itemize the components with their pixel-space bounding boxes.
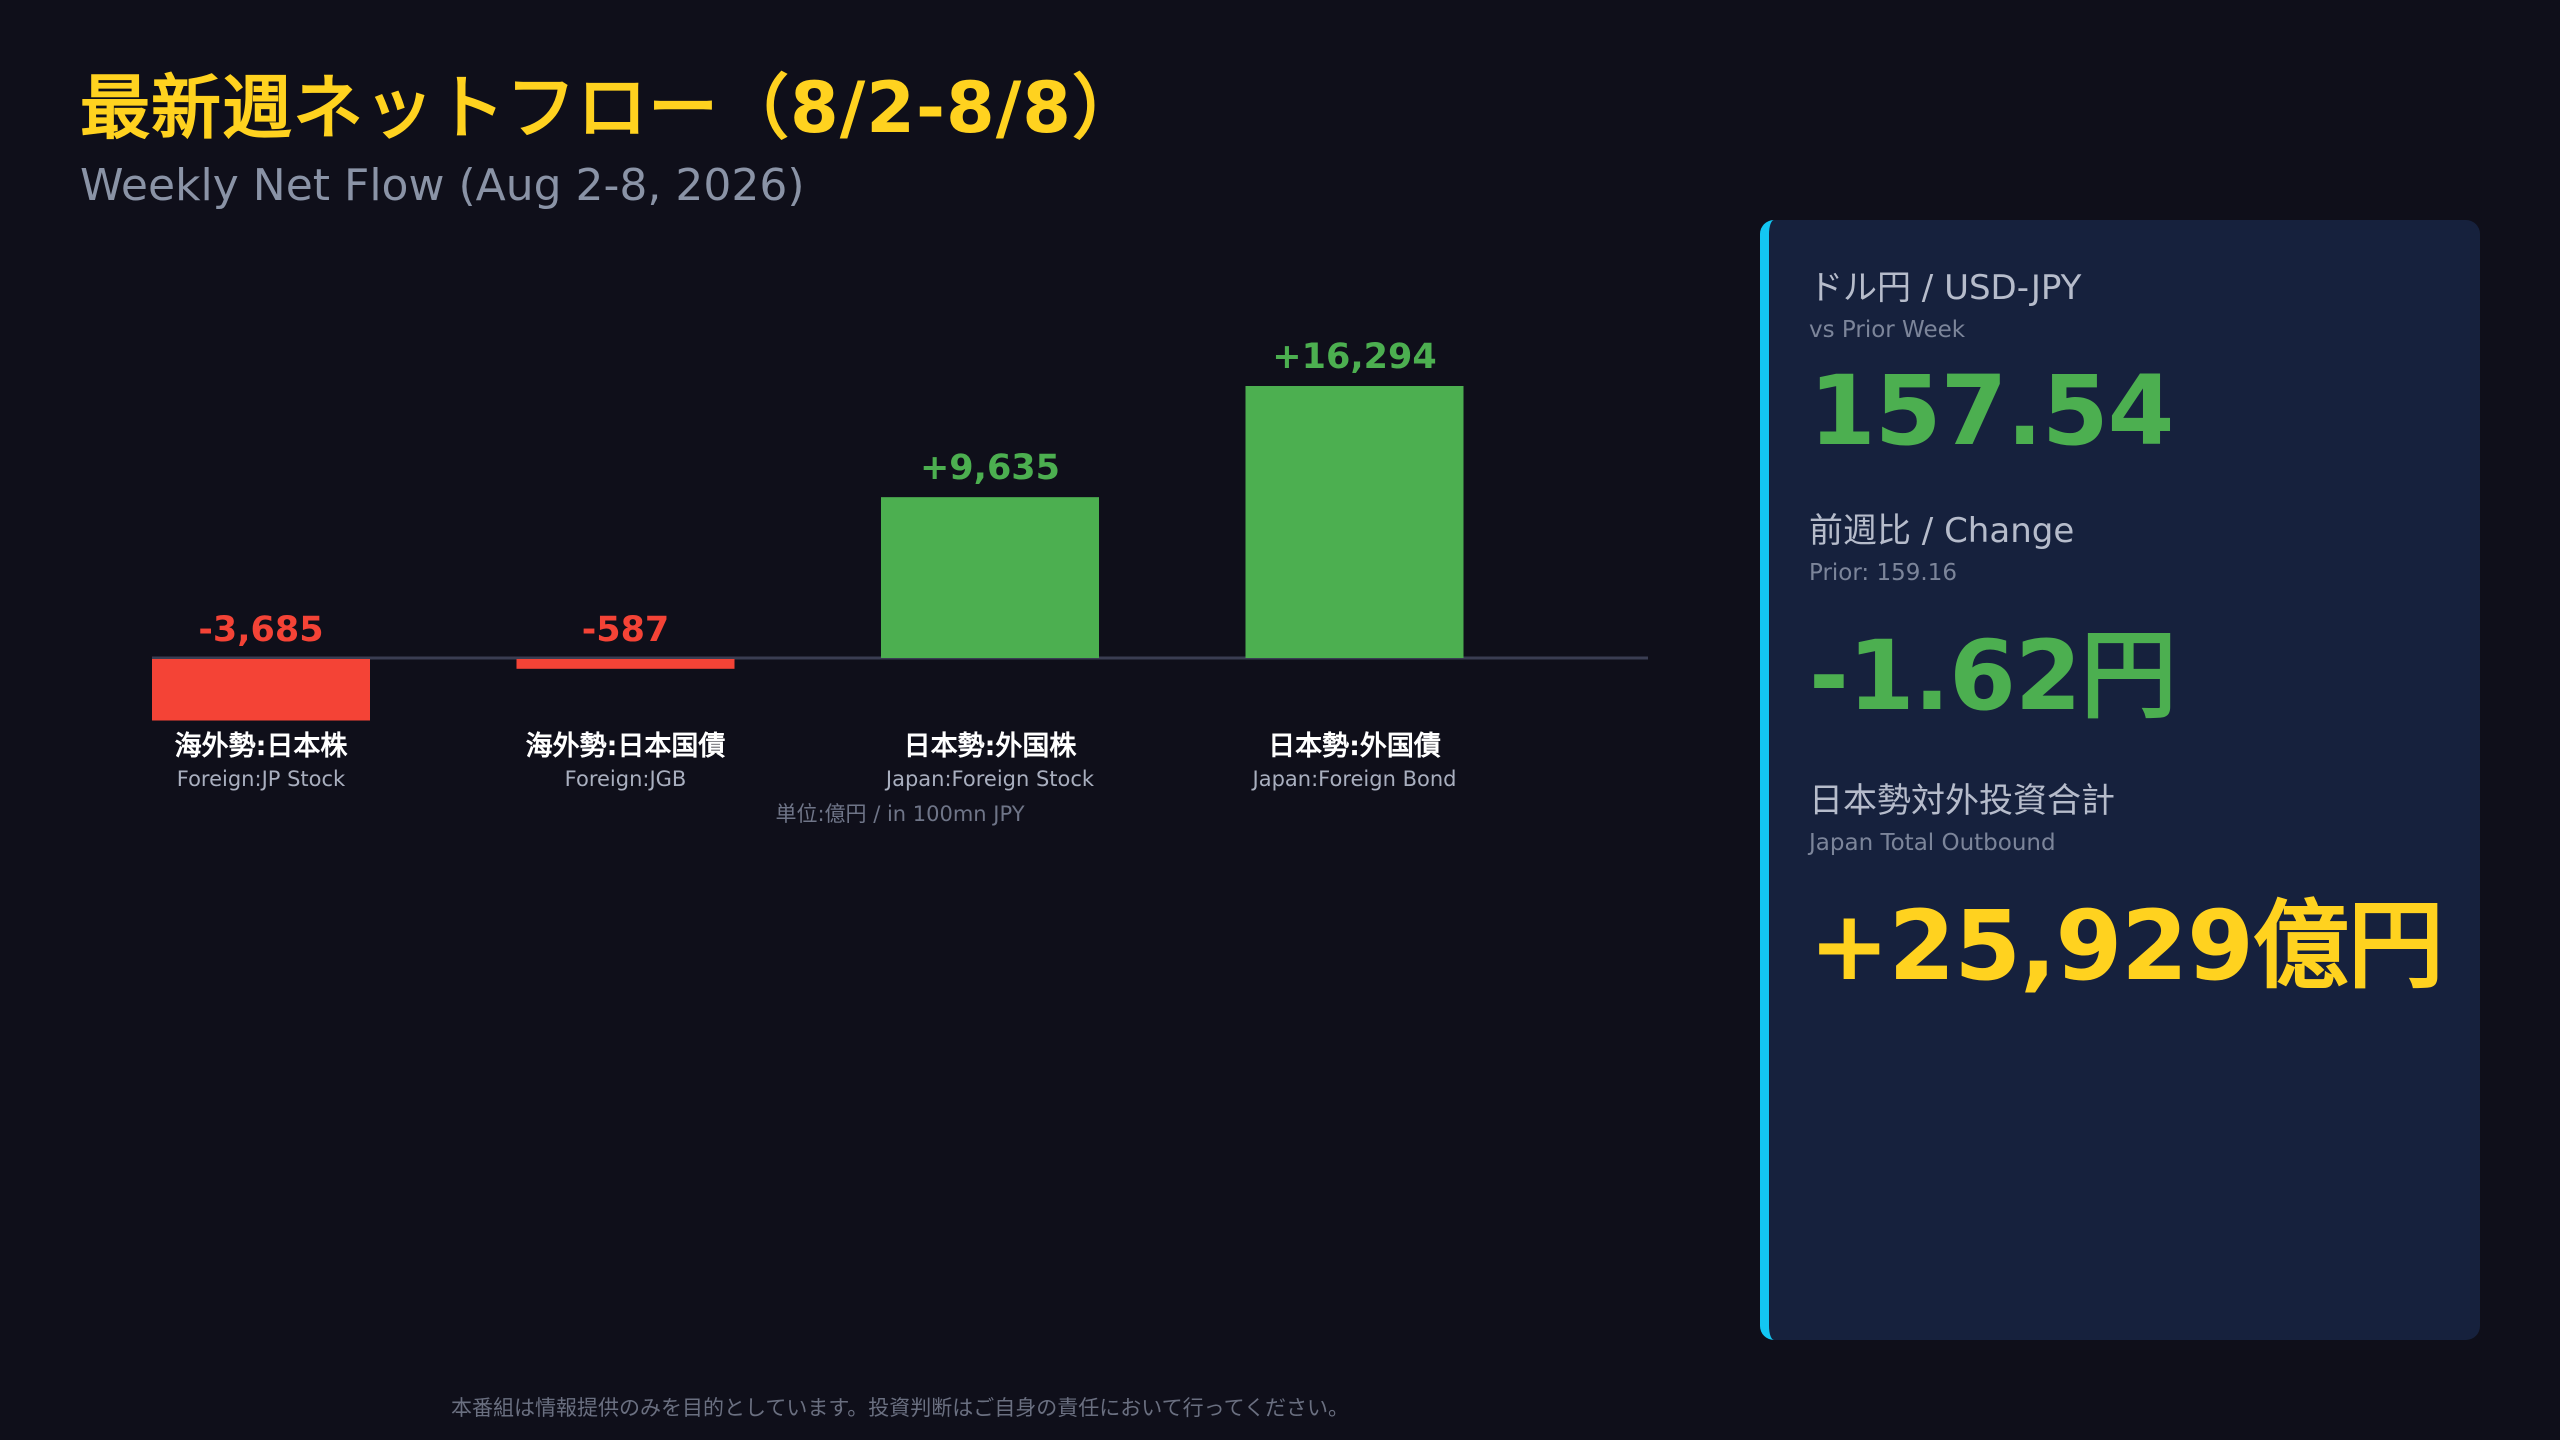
fx-rate-sub: vs Prior Week <box>1809 317 1966 343</box>
bar-value-label-4: +16,294 <box>1272 337 1436 377</box>
category-label-en-4: Japan:Foreign Bond <box>1251 767 1457 791</box>
category-label-2: 海外勢:日本国債 <box>526 731 726 762</box>
category-label-4: 日本勢:外国債 <box>1268 731 1441 762</box>
bar-3 <box>881 497 1099 658</box>
outbound-sub: Japan Total Outbound <box>1809 830 2056 856</box>
category-label-en-1: Foreign:JP Stock <box>177 767 346 791</box>
outbound-label: 日本勢対外投資合計 <box>1809 781 2115 821</box>
summary-panel: ドル円 / USD-JPY vs Prior Week 157.54 前週比 /… <box>1760 220 2480 1340</box>
disclaimer: 本番組は情報提供のみを目的としています。投資判断はご自身の責任において行ってくだ… <box>451 1396 1349 1420</box>
category-label-en-3: Japan:Foreign Stock <box>884 767 1095 791</box>
change-value: -1.62円 <box>1809 620 2177 732</box>
change-sub: Prior: 159.16 <box>1809 560 1957 586</box>
net-flow-bar-chart: -3,685 海外勢:日本株 Foreign:JP Stock -587 海外勢:日本国… <box>152 337 1648 826</box>
category-label-en-2: Foreign:JGB <box>565 767 687 791</box>
unit-label: 単位:億円 / in 100mn JPY <box>775 802 1024 826</box>
category-label-3: 日本勢:外国株 <box>904 731 1078 762</box>
change-label: 前週比 / Change <box>1809 511 2075 551</box>
fx-rate-label: ドル円 / USD-JPY <box>1809 268 2082 308</box>
fx-rate-block: ドル円 / USD-JPY vs Prior Week 157.54 <box>1809 260 2480 467</box>
bar-2 <box>516 659 735 669</box>
page-subtitle: Weekly Net Flow (Aug 2-8, 2026) <box>80 160 805 211</box>
bar-4 <box>1245 386 1464 658</box>
bar-value-label-3: +9,635 <box>920 448 1060 488</box>
bar-1 <box>152 659 370 721</box>
outbound-value: +25,929億円 <box>1809 890 2444 1002</box>
bar-value-label-2: -587 <box>582 610 670 650</box>
outbound-block: 日本勢対外投資合計 Japan Total Outbound +25,929億円 <box>1809 773 2480 1007</box>
page-title: 最新週ネットフロー（8/2-8/8） <box>80 67 1144 149</box>
fx-rate-value: 157.54 <box>1809 355 2174 467</box>
change-block: 前週比 / Change Prior: 159.16 -1.62円 <box>1809 503 2480 737</box>
bar-value-label-1: -3,685 <box>198 610 323 650</box>
category-label-1: 海外勢:日本株 <box>175 731 349 762</box>
